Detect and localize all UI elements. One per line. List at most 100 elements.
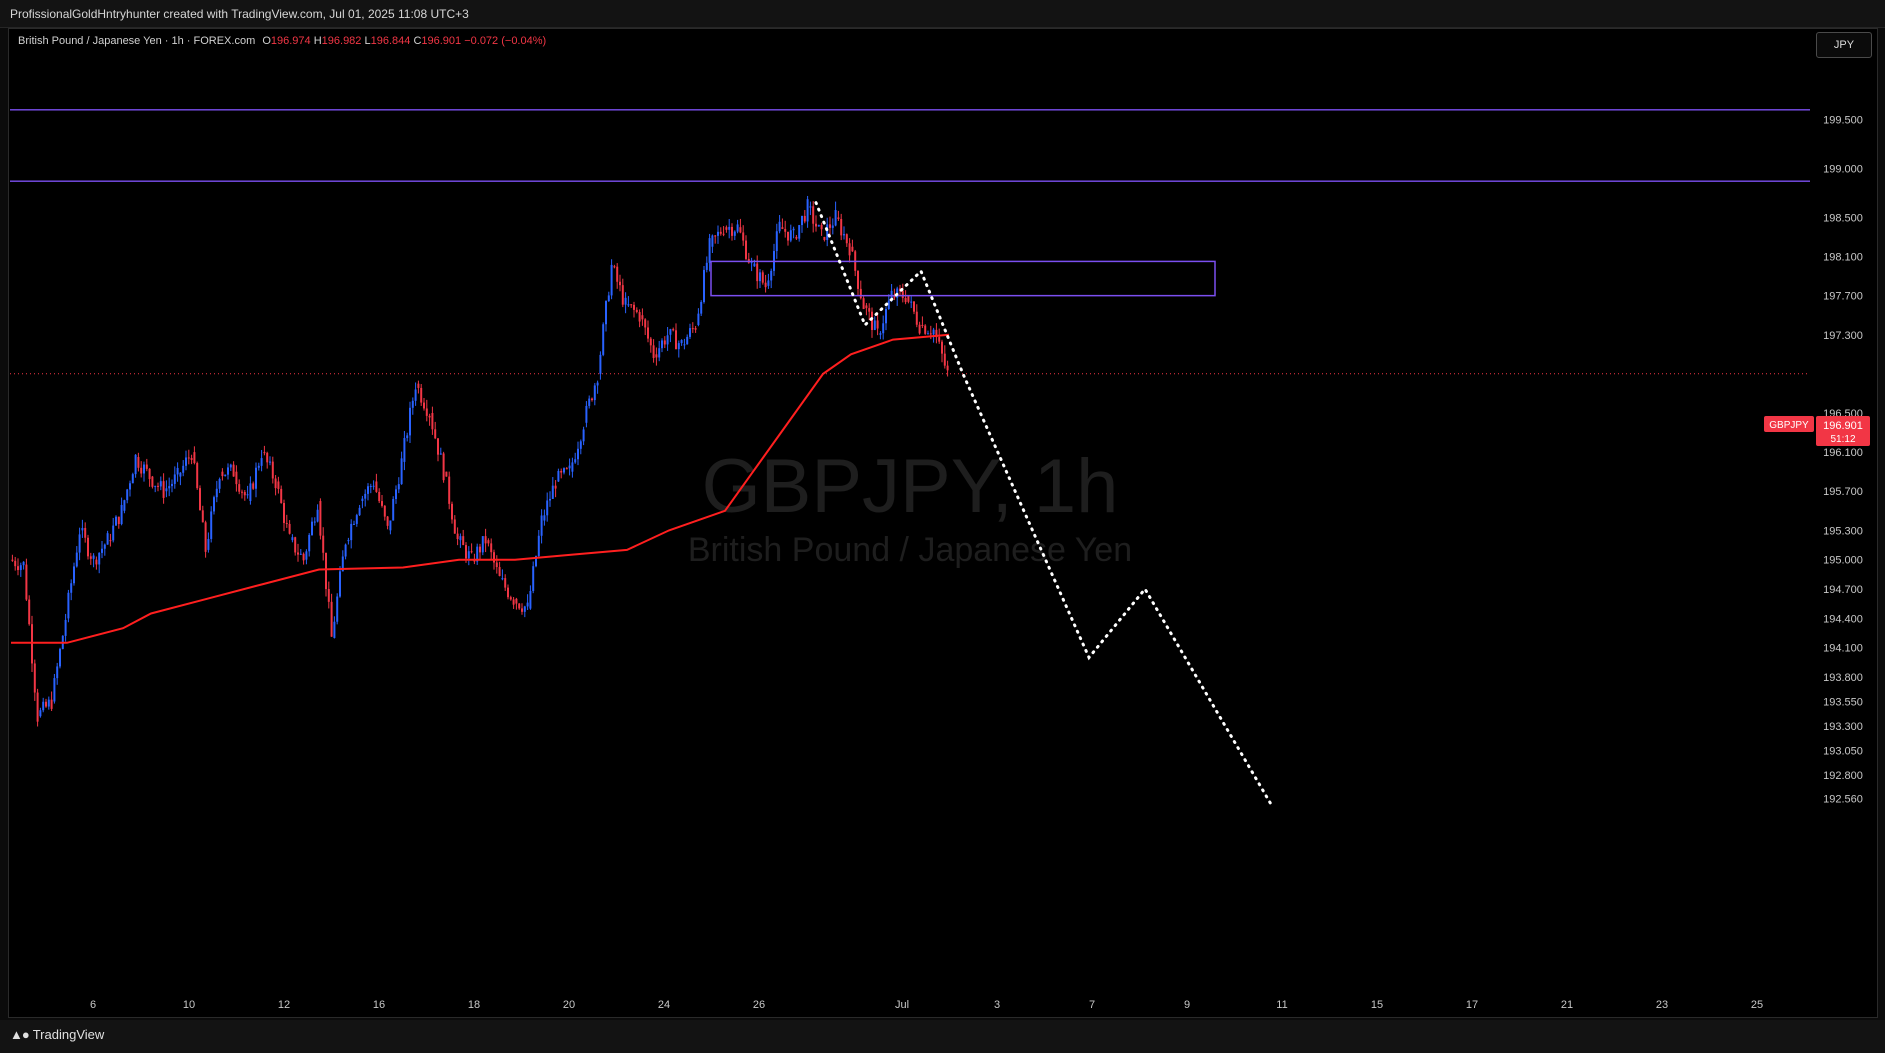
candle-body — [64, 619, 67, 636]
candle-body — [299, 553, 302, 555]
candle-body — [339, 571, 341, 597]
candle-body — [271, 461, 274, 479]
candle — [56, 662, 59, 685]
candle — [369, 483, 372, 494]
candle — [913, 300, 915, 315]
candle — [717, 225, 719, 244]
projection-path — [814, 201, 1273, 806]
candle-body — [297, 552, 299, 555]
time-axis[interactable]: 6 10 12 16 18 20 24 26 Jul 3 7 9 11 15 17 21 23 25 — [90, 999, 1763, 1011]
candle-body — [775, 231, 778, 252]
candle-body — [347, 540, 350, 542]
candle — [190, 454, 193, 465]
candle — [277, 476, 280, 494]
candle-body — [456, 533, 459, 540]
candle-body — [176, 467, 179, 475]
candle — [731, 223, 733, 241]
candle — [666, 326, 669, 351]
candle — [70, 579, 73, 601]
candle — [893, 288, 896, 301]
candle — [383, 504, 386, 521]
price-axis[interactable]: 199.500 199.000 198.500 198.100 197.700 197.3… — [1823, 115, 1863, 806]
candle — [215, 480, 218, 503]
candle-body — [781, 227, 784, 229]
candle-body — [151, 476, 154, 487]
candle — [663, 336, 666, 349]
candle — [266, 451, 269, 469]
candle-body — [927, 333, 929, 335]
price-tick-label: 193.550 — [1823, 697, 1863, 709]
candle — [243, 489, 246, 501]
candle-body — [434, 429, 437, 439]
candle-body — [302, 553, 305, 561]
candle — [521, 603, 523, 615]
candle-body — [92, 555, 95, 559]
candle — [439, 447, 442, 455]
candle — [677, 340, 680, 358]
candle-body — [129, 483, 131, 490]
candle — [81, 519, 84, 538]
time-tick-label: 18 — [468, 999, 480, 1011]
candle-body — [753, 263, 756, 267]
candle — [613, 264, 616, 269]
candle-body — [672, 329, 675, 331]
currency-button[interactable]: JPY — [1816, 32, 1872, 58]
candle — [344, 543, 347, 560]
candle — [313, 517, 316, 526]
price-tick-label: 194.100 — [1823, 643, 1863, 655]
candle — [367, 483, 369, 501]
candle-body — [327, 589, 330, 602]
candle — [117, 516, 120, 529]
candle — [644, 318, 647, 336]
candle-body — [585, 405, 588, 423]
candle — [112, 517, 115, 543]
candle-body — [613, 266, 616, 268]
candle — [336, 593, 339, 625]
candle — [451, 501, 453, 524]
candle-body — [50, 699, 53, 709]
candle-body — [591, 398, 593, 401]
candle — [302, 552, 305, 565]
candle — [420, 384, 423, 406]
tradingview-logo-icon: ▲● — [10, 1027, 30, 1042]
candle-body — [67, 592, 70, 619]
candle — [557, 468, 560, 482]
candle — [50, 691, 53, 712]
time-tick-label: 25 — [1751, 999, 1763, 1011]
candle-body — [89, 556, 92, 559]
candle — [252, 481, 255, 490]
candle-body — [403, 438, 406, 462]
candle-body — [535, 556, 537, 567]
candle — [820, 222, 823, 236]
candle — [607, 291, 610, 303]
tradingview-logo-text: TradingView — [32, 1027, 105, 1042]
candle — [319, 498, 322, 540]
candle-body — [840, 218, 843, 236]
candle-body — [627, 304, 630, 306]
candle — [518, 602, 521, 610]
candle-body — [787, 231, 789, 241]
candle — [627, 296, 630, 308]
candle-body — [907, 295, 910, 302]
candle — [700, 300, 703, 317]
candle — [523, 605, 526, 618]
candle-body — [367, 486, 369, 494]
candle-body — [95, 559, 98, 565]
candle-body — [277, 481, 280, 489]
candle — [683, 338, 686, 350]
candle — [165, 480, 168, 498]
candle — [414, 382, 417, 406]
tradingview-logo[interactable]: ▲● TradingView — [10, 1027, 104, 1042]
candle-body — [817, 224, 820, 227]
candle-body — [87, 537, 89, 557]
candle — [442, 451, 445, 483]
candle — [658, 340, 661, 362]
candle-body — [795, 236, 798, 239]
candle — [193, 446, 196, 465]
candle — [333, 616, 336, 639]
candle-body — [885, 309, 887, 324]
candle-body — [459, 536, 462, 541]
candle — [187, 449, 190, 465]
price-tick-label: 198.500 — [1823, 212, 1863, 224]
